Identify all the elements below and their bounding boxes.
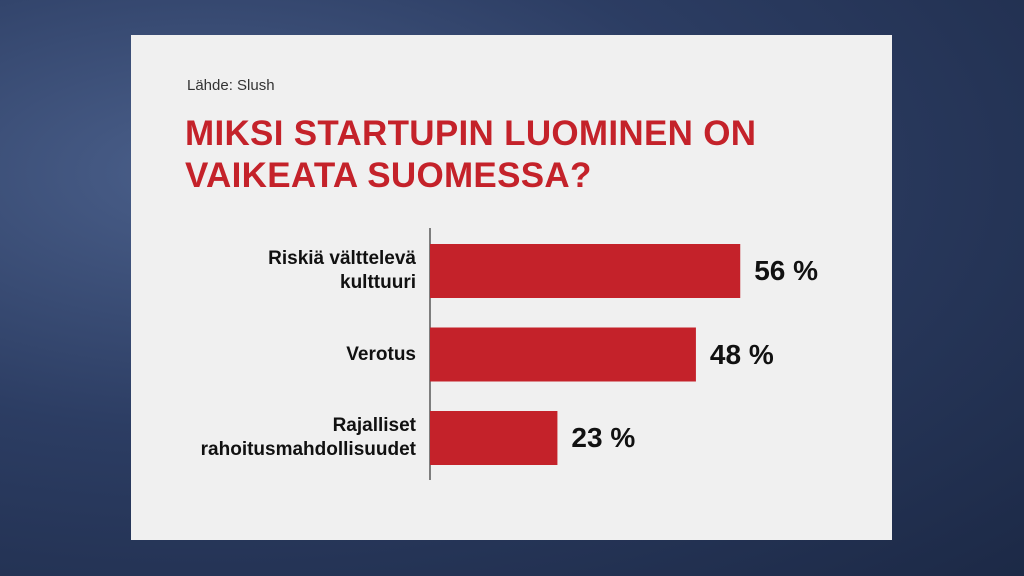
value-label: 56 % bbox=[754, 255, 819, 286]
bar bbox=[430, 411, 558, 465]
plot bbox=[429, 228, 741, 480]
category-label: Verotus bbox=[346, 343, 416, 365]
chart-card: Lähde: Slush MIKSI STARTUPIN LUOMINEN ON… bbox=[131, 35, 892, 540]
bar bbox=[430, 327, 696, 382]
source: Lähde: Slush bbox=[187, 77, 275, 94]
category-label: Riskiä välttelevä kulttuuri bbox=[268, 248, 416, 293]
value-label: 23 % bbox=[571, 422, 636, 453]
bar bbox=[430, 244, 741, 298]
chart-title: MIKSI STARTUPIN LUOMINEN ON VAIKEATA SUO… bbox=[185, 114, 757, 195]
category-label: Rajalliset rahoitusmahdollisuudet bbox=[200, 415, 416, 460]
value-label: 48 % bbox=[709, 338, 774, 370]
